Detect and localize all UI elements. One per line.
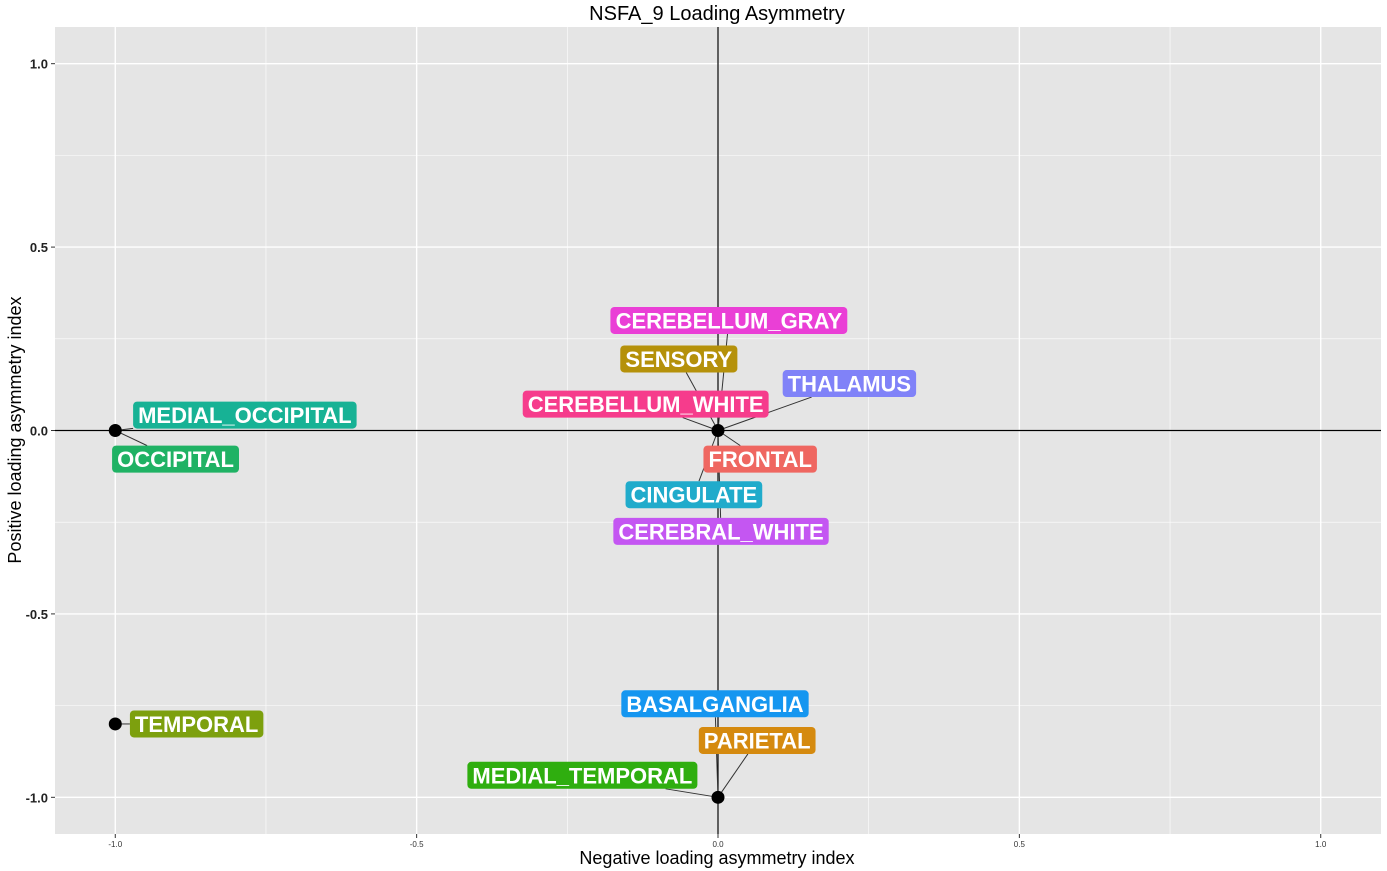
y-tick-label: -1.0 (26, 790, 48, 805)
y-tick-label: 0.0 (30, 424, 48, 439)
label-connector (717, 753, 749, 798)
point-label: CEREBELLUM_GRAY (610, 306, 848, 334)
y-tick-label: 1.0 (30, 57, 48, 72)
label-text: BASALGANGLIA (626, 692, 803, 717)
label-box (621, 690, 809, 718)
label-text: CEREBELLUM_GRAY (616, 308, 843, 333)
label-text: PARIETAL (704, 728, 811, 753)
point-label: CEREBRAL_WHITE (613, 517, 829, 545)
point-label: BASALGANGLIA (621, 690, 809, 718)
label-box (129, 710, 264, 738)
chart-title: NSFA_9 Loading Asymmetry (589, 3, 845, 25)
point-label: CINGULATE (625, 481, 763, 509)
point-label: THALAMUS (782, 370, 917, 398)
point-label: MEDIAL_TEMPORAL (467, 761, 698, 789)
label-box (782, 370, 917, 398)
x-tick-label: 1.0 (1315, 840, 1327, 849)
data-point (108, 424, 122, 437)
x-axis-title: Negative loading asymmetry index (579, 848, 854, 868)
label-connector (665, 788, 719, 798)
data-point (711, 424, 725, 437)
label-box (613, 517, 829, 545)
label-text: MEDIAL_TEMPORAL (472, 763, 692, 788)
x-tick-label: -1.0 (108, 840, 122, 849)
point-label: CEREBELLUM_WHITE (522, 390, 769, 418)
data-points (108, 424, 725, 804)
point-label: FRONTAL (703, 445, 817, 473)
x-tick-label: 0.0 (712, 840, 724, 849)
label-text: TEMPORAL (135, 712, 258, 737)
label-box (610, 306, 848, 334)
label-text: OCCIPITAL (117, 447, 234, 472)
x-tick-label: -0.5 (410, 840, 424, 849)
point-labels: CEREBELLUM_GRAY SENSORY THALAMUS CEREBELLUM… (112, 306, 917, 789)
data-point (108, 717, 122, 731)
x-axis-ticks: -1.0 -0.5 0.0 0.5 1.0 (108, 834, 1327, 849)
label-text: FRONTAL (708, 447, 811, 472)
point-label: TEMPORAL (129, 710, 264, 738)
label-box (620, 345, 738, 373)
label-box (703, 445, 817, 473)
label-box (467, 761, 698, 789)
point-label: SENSORY (620, 345, 738, 373)
label-box (625, 481, 763, 509)
y-tick-label: -0.5 (26, 607, 48, 622)
y-axis-ticks: -1.0 -0.5 0.0 0.5 1.0 (26, 57, 55, 805)
label-text: CEREBELLUM_WHITE (528, 392, 764, 417)
y-tick-label: 0.5 (30, 240, 48, 255)
x-tick-label: 0.5 (1014, 840, 1026, 849)
label-text: CEREBRAL_WHITE (618, 519, 823, 544)
label-box (698, 726, 816, 754)
point-label: PARIETAL (698, 726, 816, 754)
point-label: MEDIAL_OCCIPITAL (133, 401, 357, 429)
label-text: THALAMUS (788, 372, 911, 397)
label-box (522, 390, 769, 418)
label-text: SENSORY (625, 347, 732, 372)
y-axis-title: Positive loading asymmetry index (5, 296, 25, 563)
label-box (133, 401, 357, 429)
data-point (711, 790, 725, 804)
label-text: CINGULATE (631, 483, 758, 508)
label-box (112, 445, 240, 473)
point-label: OCCIPITAL (112, 445, 240, 473)
label-text: MEDIAL_OCCIPITAL (138, 403, 351, 428)
